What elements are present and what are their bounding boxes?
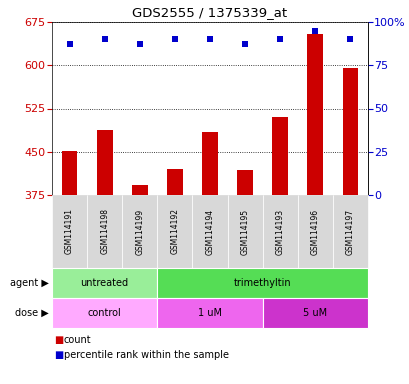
Text: trimethyltin: trimethyltin [233, 278, 291, 288]
Bar [61, 151, 77, 195]
Bar [237, 170, 252, 195]
Text: ■: ■ [54, 350, 63, 360]
Text: GSM114194: GSM114194 [205, 209, 214, 255]
Text: percentile rank within the sample: percentile rank within the sample [64, 350, 229, 360]
Bar [272, 117, 288, 195]
Text: agent ▶: agent ▶ [10, 278, 49, 288]
Bar [202, 132, 217, 195]
Text: GSM114198: GSM114198 [100, 209, 109, 255]
Text: GSM114195: GSM114195 [240, 209, 249, 255]
Text: count: count [64, 335, 91, 345]
Bar [166, 169, 182, 195]
Text: 1 uM: 1 uM [198, 308, 221, 318]
Text: GSM114193: GSM114193 [275, 209, 284, 255]
Bar [342, 68, 357, 195]
Text: GSM114197: GSM114197 [345, 209, 354, 255]
Bar [132, 185, 147, 195]
Text: GSM114192: GSM114192 [170, 209, 179, 255]
Bar [307, 33, 322, 195]
Title: GDS2555 / 1375339_at: GDS2555 / 1375339_at [132, 7, 287, 20]
Text: GSM114199: GSM114199 [135, 209, 144, 255]
Text: ■: ■ [54, 335, 63, 345]
Bar [97, 130, 112, 195]
Text: GSM114191: GSM114191 [65, 209, 74, 255]
Text: dose ▶: dose ▶ [15, 308, 49, 318]
Text: control: control [88, 308, 121, 318]
Text: untreated: untreated [81, 278, 128, 288]
Text: 5 uM: 5 uM [303, 308, 327, 318]
Text: GSM114196: GSM114196 [310, 209, 319, 255]
